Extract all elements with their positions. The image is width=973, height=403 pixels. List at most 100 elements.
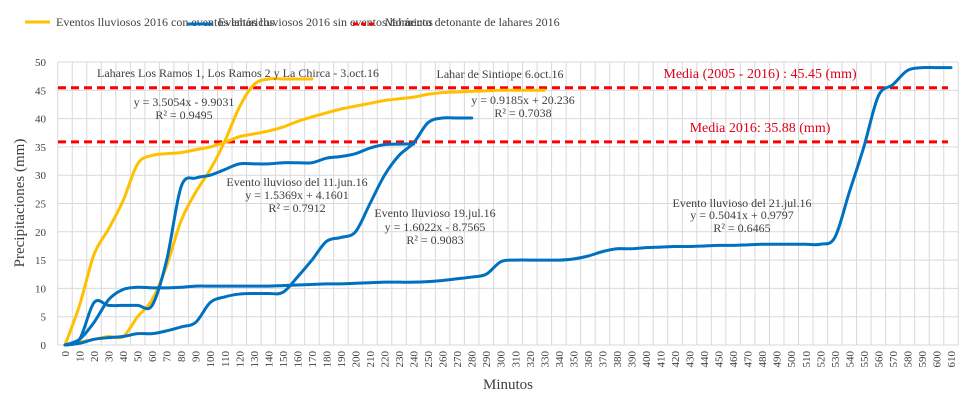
x-tick-label: 580 [902,351,914,368]
series-line [63,142,416,347]
annotation-sintiope-r2: R² = 0.7038 [494,106,551,120]
annotation-jul19-eq: y = 1.6022x - 8.7565 [385,220,486,234]
x-tick-label: 180 [321,351,333,368]
x-tick-label: 260 [438,351,450,368]
y-tick-label: 5 [41,312,47,324]
x-tick-label: 80 [176,351,188,363]
x-tick-label: 270 [452,351,464,368]
x-tick-label: 520 [815,351,827,368]
x-tick-label: 90 [191,351,203,363]
y-tick-label: 20 [35,227,47,239]
x-tick-label: 610 [946,351,958,368]
annotation-jul21-r2: R² = 0.6465 [713,221,770,235]
x-tick-label: 330 [539,351,551,368]
annotation-jul21-title: Evento lluvioso del 21.jul.16 [673,196,812,210]
x-tick-label: 200 [350,351,362,368]
x-tick-label: 230 [394,351,406,368]
y-tick-label: 10 [35,283,47,295]
annotation-jul19-title: Evento lluvioso 19.jul.16 [374,206,495,220]
x-tick-label: 320 [525,351,537,368]
annotation-jun11-r2: R² = 0.7912 [268,201,325,215]
x-tick-label: 570 [888,351,900,368]
annotation-lahares-r2: R² = 0.9495 [155,108,212,122]
y-tick-label: 35 [35,142,47,154]
y-axis-label: Precipitaciones (mm) [12,139,28,268]
x-tick-label: 360 [583,351,595,368]
x-tick-label: 0 [60,351,72,357]
x-tick-label: 490 [772,351,784,368]
annotation-sintiope-title: Lahar de Sintiope 6.oct.16 [437,67,564,81]
x-tick-label: 210 [365,351,377,368]
x-tick-label: 100 [205,351,217,368]
x-tick-label: 150 [278,351,290,368]
x-tick-label: 10 [75,351,87,363]
annotation-jul19-r2: R² = 0.9083 [406,233,463,247]
x-tick-label: 420 [670,351,682,368]
x-tick-label: 510 [801,351,813,368]
x-tick-labels: 0 10 20 30 40 50 60 70 80 90 100 110 120 130 140 150 160… [60,351,958,368]
x-tick-label: 280 [467,351,479,368]
legend: Eventos lluviosos 2016 con eventos lahár… [25,15,560,29]
annotations: Lahares Los Ramos 1, Los Ramos 2 y La Ch… [97,66,857,247]
x-tick-label: 120 [234,351,246,368]
annotation-sintiope-eq: y = 0.9185x + 20.236 [471,93,575,107]
x-tick-label: 590 [917,351,929,368]
x-tick-label: 220 [380,351,392,368]
x-tick-label: 350 [568,351,580,368]
x-tick-label: 340 [554,351,566,368]
annotation-lahares-eq: y = 3.5054x - 9.9031 [134,95,235,109]
reference-label-media-2016: Media 2016: 35.88 (mm) [690,121,831,136]
series-line [63,88,546,347]
annotation-jun11-eq: y = 1.5369x + 4.1601 [245,188,349,202]
x-tick-label: 480 [757,351,769,368]
x-tick-label: 600 [931,351,943,368]
x-tick-label: 60 [147,351,159,363]
x-tick-label: 370 [597,351,609,368]
x-tick-label: 290 [481,351,493,368]
x-tick-label: 240 [409,351,421,368]
y-tick-label: 30 [35,170,47,182]
x-tick-label: 450 [714,351,726,368]
x-tick-label: 440 [699,351,711,368]
x-tick-label: 250 [423,351,435,368]
x-tick-label: 170 [307,351,319,368]
x-tick-label: 50 [133,351,145,363]
y-tick-labels: 0 5 10 15 20 25 30 35 40 45 50 [35,57,47,352]
x-tick-label: 20 [89,351,101,363]
reference-lines [58,86,948,144]
x-tick-label: 390 [626,351,638,368]
x-tick-label: 410 [656,351,668,368]
annotation-lahares-title: Lahares Los Ramos 1, Los Ramos 2 y La Ch… [97,66,379,80]
series-line [63,116,474,347]
x-tick-label: 310 [510,351,522,368]
reference-label-media-2005-2016: Media (2005 - 2016) : 45.45 (mm) [663,67,857,82]
x-tick-label: 40 [118,351,130,363]
legend-label-con: Eventos lluviosos 2016 con eventos lahár… [56,15,275,29]
annotation-jul21-eq: y = 0.5041x + 0.9797 [690,208,794,222]
x-tick-label: 300 [496,351,508,368]
legend-label-sin: Eventos lluviosos 2016 sin eventos lahár… [218,15,433,29]
x-tick-label: 430 [685,351,697,368]
series-lines [63,65,953,347]
x-tick-label: 400 [641,351,653,368]
x-tick-label: 160 [292,351,304,368]
x-tick-label: 110 [220,351,232,368]
x-tick-label: 460 [728,351,740,368]
x-tick-label: 190 [336,351,348,368]
series-line [63,65,953,347]
x-tick-label: 130 [249,351,261,368]
y-tick-label: 40 [35,114,47,126]
x-tick-label: 470 [743,351,755,368]
x-tick-label: 540 [844,351,856,368]
x-tick-label: 550 [859,351,871,368]
y-tick-label: 25 [35,199,47,211]
legend-label-ref: Momento detonante de lahares 2016 [385,15,560,29]
x-tick-label: 560 [873,351,885,368]
x-tick-label: 530 [830,351,842,368]
y-tick-label: 45 [35,85,47,97]
y-tick-label: 15 [35,255,47,267]
x-tick-label: 380 [612,351,624,368]
annotation-jun11-title: Evento lluvioso del 11.jun.16 [226,175,367,189]
x-tick-label: 140 [263,351,275,368]
